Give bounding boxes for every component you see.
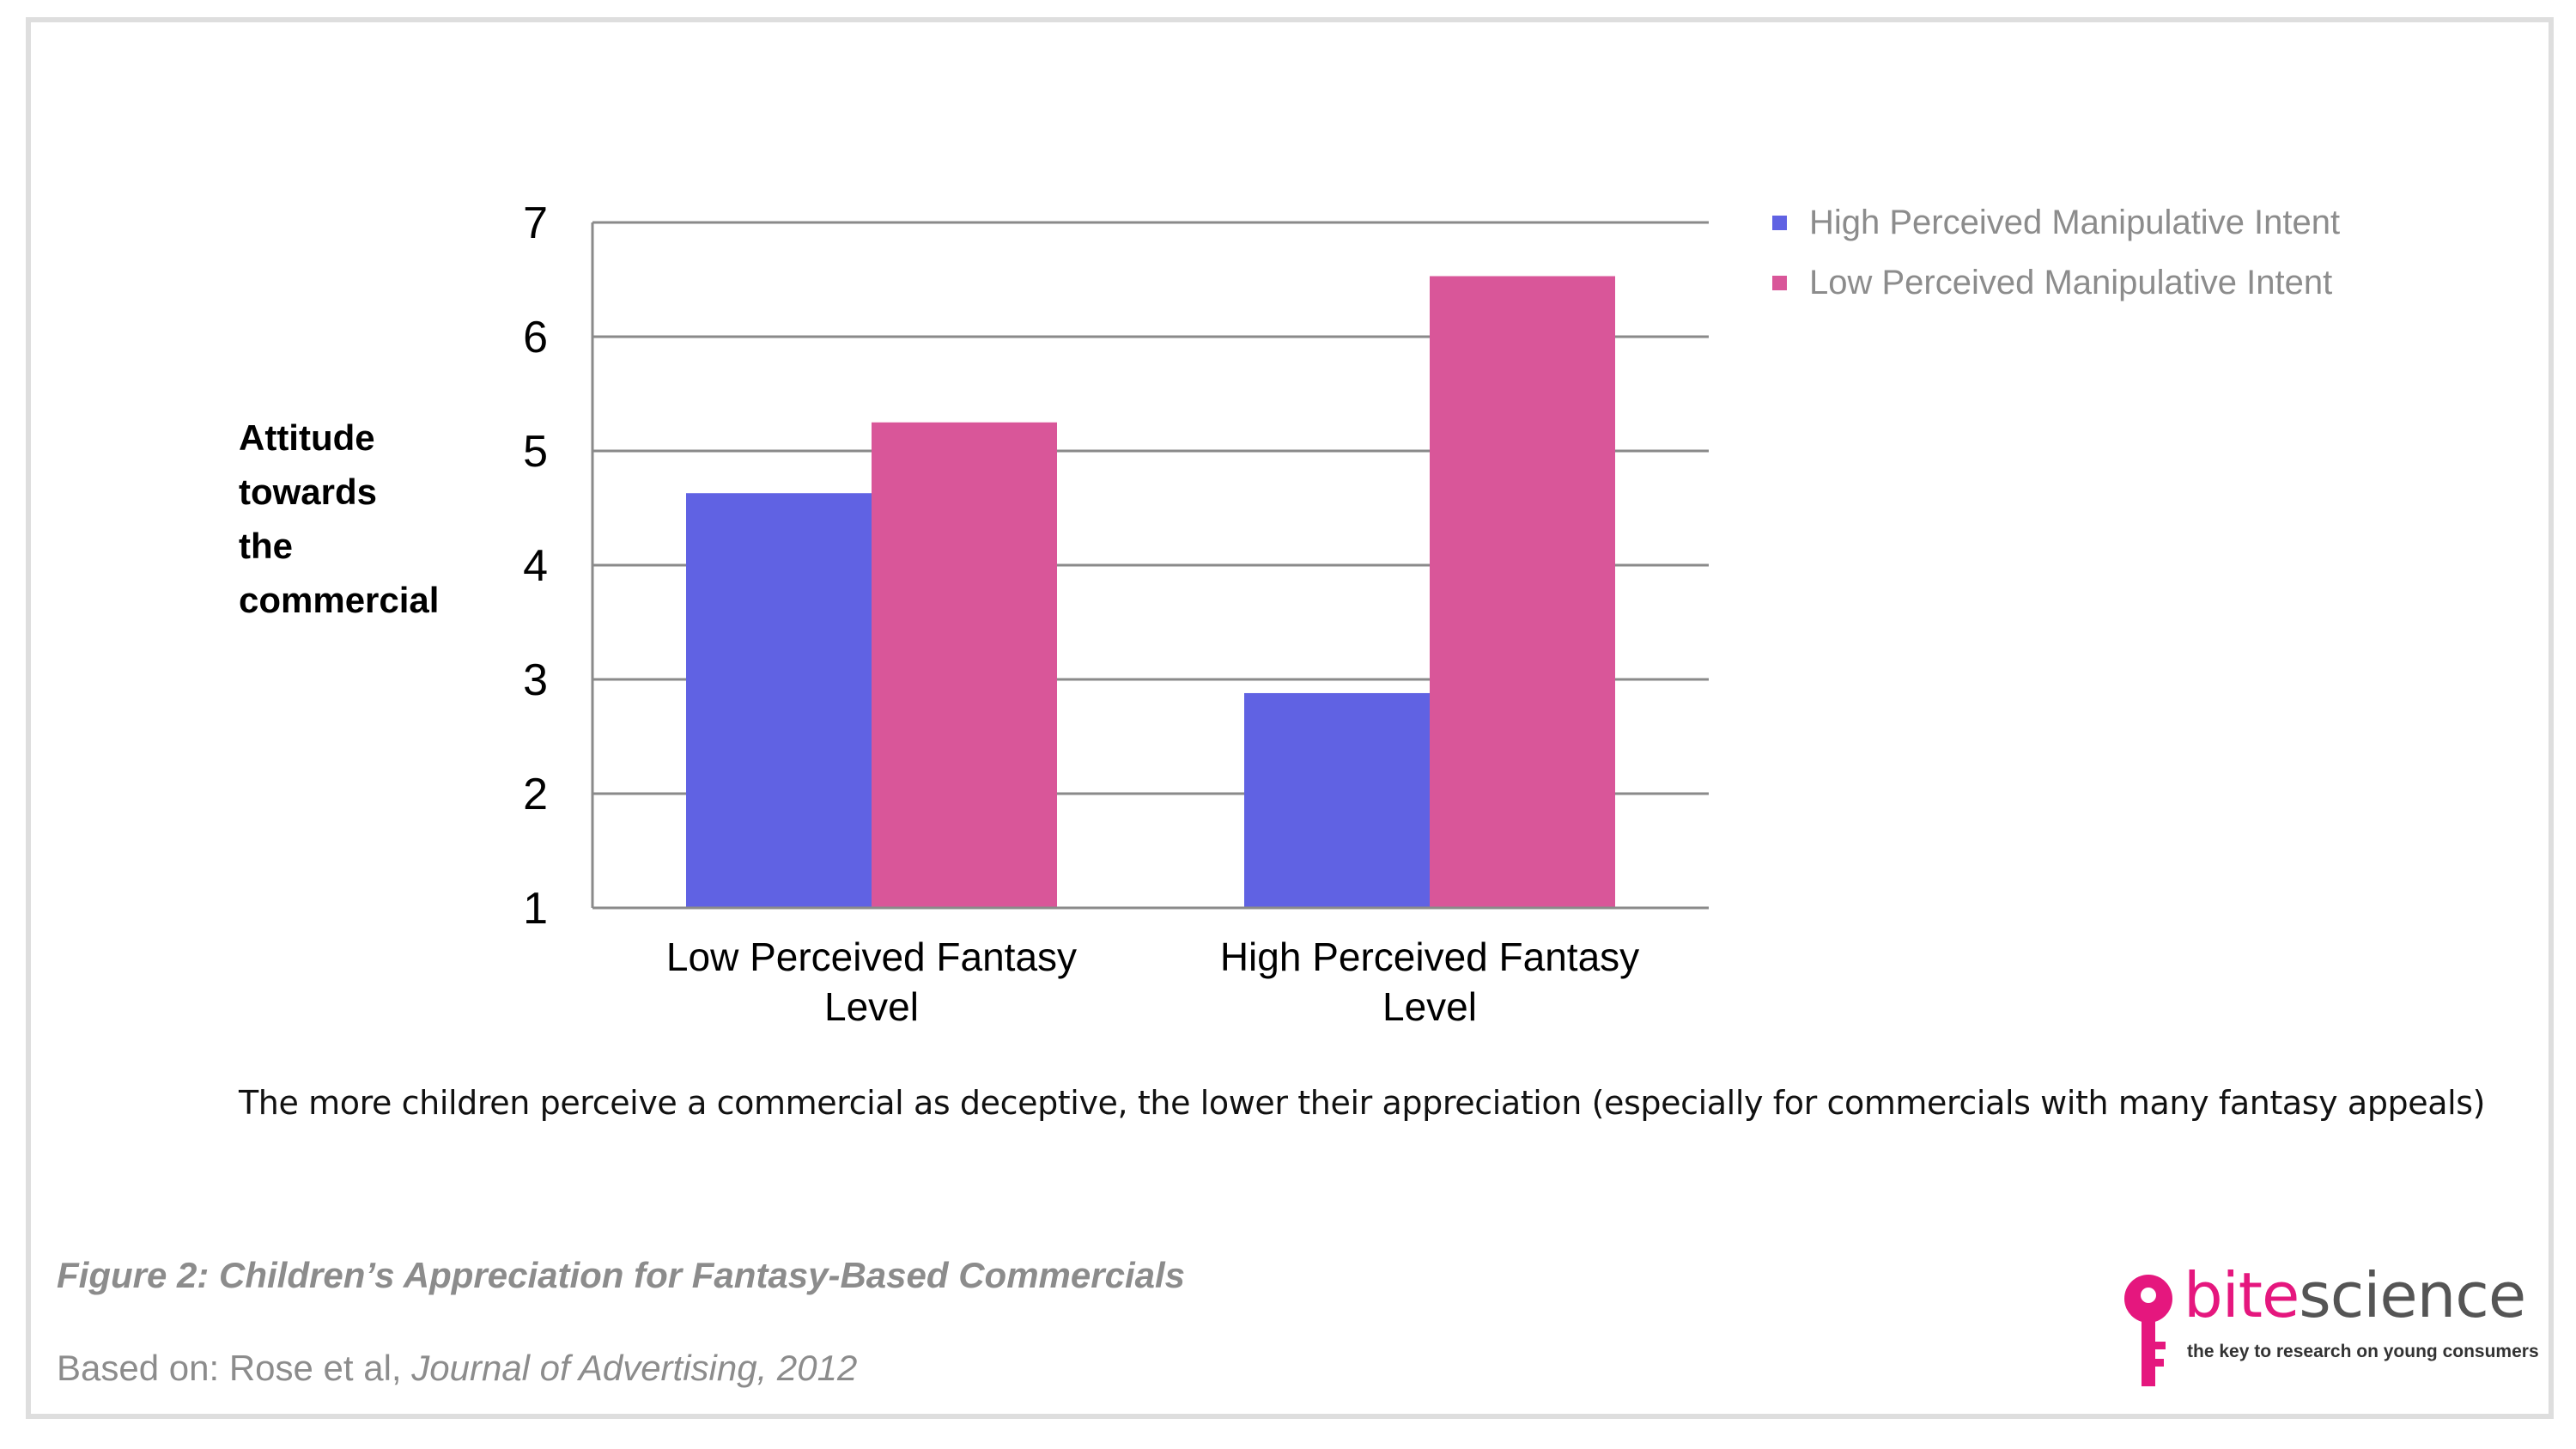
figure-caption: Figure 2: Children’s Appreciation for Fa… <box>57 1255 1185 1295</box>
bars <box>686 276 1615 908</box>
logo-tagline: the key to research on young consumers <box>2187 1342 2539 1361</box>
bar <box>872 422 1057 908</box>
x-category-label: Level <box>1382 984 1477 1029</box>
bar <box>1244 692 1430 908</box>
y-axis-label: Attitude towards the commercial <box>239 411 439 627</box>
logo-wordmark-bite: bite <box>2184 1259 2300 1331</box>
axes <box>591 222 1709 910</box>
y-tick-label: 5 <box>523 427 548 477</box>
y-tick-label: 4 <box>523 541 548 591</box>
y-axis-label-line: the <box>239 526 293 566</box>
legend-label: High Perceived Manipulative Intent <box>1809 203 2341 241</box>
y-tick-labels: 1 2 3 4 5 6 7 <box>523 198 548 934</box>
bar <box>1430 276 1615 908</box>
logo-wordmark: bitescience <box>2184 1264 2526 1326</box>
y-tick-label: 3 <box>523 655 548 705</box>
y-axis-label-line: commercial <box>239 580 440 620</box>
y-tick-label: 2 <box>523 770 548 819</box>
legend-swatch <box>1772 215 1787 230</box>
legend-swatch <box>1772 275 1787 290</box>
x-category-labels: Low Perceived Fantasy Level High Perceived… <box>666 935 1639 1029</box>
key-icon <box>2124 1275 2172 1386</box>
source-citation: Based on: Rose et al, Journal of Adverti… <box>57 1348 857 1389</box>
y-axis-label-line: Attitude <box>239 417 375 458</box>
legend: High Perceived Manipulative Intent Low P… <box>1772 192 2340 313</box>
y-axis-label-line: towards <box>239 472 378 512</box>
bar <box>686 493 872 908</box>
y-tick-label: 7 <box>523 198 548 248</box>
x-category-label: Level <box>824 984 919 1029</box>
source-prefix: Based on: Rose et al, <box>57 1348 412 1388</box>
legend-label: Low Perceived Manipulative Intent <box>1809 263 2333 301</box>
bitescience-logo: bitescience the key to research on young… <box>2117 1264 2539 1390</box>
legend-item-low-intent: Low Perceived Manipulative Intent <box>1772 253 2340 313</box>
logo-wordmark-science: science <box>2299 1259 2526 1331</box>
x-category-label: Low Perceived Fantasy <box>666 935 1077 979</box>
legend-item-high-intent: High Perceived Manipulative Intent <box>1772 192 2340 253</box>
y-tick-label: 1 <box>523 884 548 934</box>
chart-takeaway-text: The more children perceive a commercial … <box>239 1084 2486 1122</box>
x-category-label: High Perceived Fantasy <box>1220 935 1639 979</box>
y-tick-label: 6 <box>523 313 548 362</box>
source-journal: Journal of Advertising, 2012 <box>411 1348 858 1388</box>
